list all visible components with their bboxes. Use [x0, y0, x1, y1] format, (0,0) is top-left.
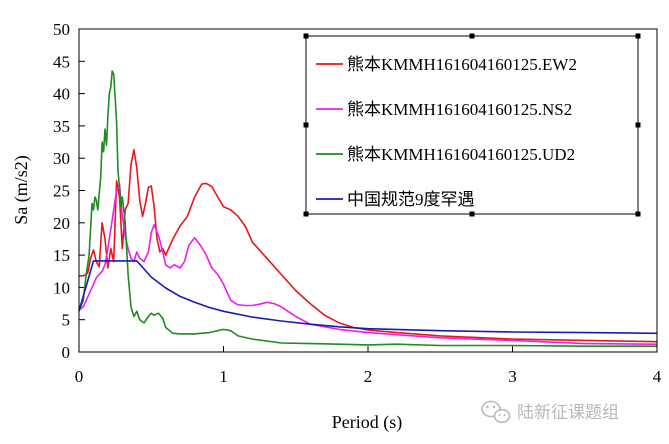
- plot-area-frame: [78, 28, 658, 353]
- x-tick-label: 1: [219, 367, 228, 386]
- legend: 熊本KMMH161604160125.EW2 熊本KMMH161604160125…: [303, 33, 641, 217]
- legend-handle[interactable]: [303, 211, 309, 217]
- x-tick-label: 4: [653, 367, 662, 386]
- legend-label-2: 熊本KMMH161604160125.NS2: [347, 100, 572, 119]
- y-tick-label: 10: [53, 278, 70, 297]
- y-tick-label: 5: [62, 311, 71, 330]
- y-axis-label: Sa (m/s2): [11, 155, 32, 225]
- series-line-2: [78, 183, 658, 345]
- y-axis-ticks: 0 5 10 15 20 25 30 35 40 45 50: [53, 20, 85, 362]
- legend-box: [305, 35, 639, 215]
- y-tick-label: 45: [53, 52, 70, 71]
- x-tick-label: 3: [508, 367, 517, 386]
- legend-handle[interactable]: [303, 122, 309, 128]
- legend-handle[interactable]: [635, 122, 641, 128]
- series-line-4: [78, 260, 658, 335]
- y-tick-label: 30: [53, 149, 70, 168]
- series-lines: [78, 70, 658, 348]
- legend-handle[interactable]: [469, 33, 475, 39]
- legend-entries: 熊本KMMH161604160125.EW2 熊本KMMH161604160125…: [316, 55, 577, 209]
- y-tick-label: 40: [53, 85, 70, 104]
- legend-label-1: 熊本KMMH161604160125.EW2: [347, 55, 577, 74]
- series-line-3: [78, 70, 657, 348]
- watermark-text: 陆新征课题组: [517, 403, 619, 423]
- legend-label-3: 熊本KMMH161604160125.UD2: [347, 145, 575, 164]
- legend-label-4: 中国规范9度罕遇: [347, 190, 475, 209]
- y-tick-label: 50: [53, 20, 70, 39]
- y-tick-label: 20: [53, 214, 70, 233]
- y-tick-label: 0: [62, 343, 71, 362]
- legend-handle[interactable]: [635, 33, 641, 39]
- x-tick-label: 0: [75, 367, 84, 386]
- x-axis-label: Period (s): [332, 412, 403, 433]
- wechat-icon: [481, 400, 511, 424]
- legend-selection-handles: [303, 33, 641, 217]
- y-tick-label: 25: [53, 182, 70, 201]
- legend-handle[interactable]: [469, 211, 475, 217]
- x-tick-label: 2: [364, 367, 373, 386]
- watermark: 陆新征课题组: [481, 400, 619, 424]
- y-tick-label: 35: [53, 117, 70, 136]
- legend-handle[interactable]: [303, 33, 309, 39]
- legend-handle[interactable]: [635, 211, 641, 217]
- y-tick-label: 15: [53, 246, 70, 265]
